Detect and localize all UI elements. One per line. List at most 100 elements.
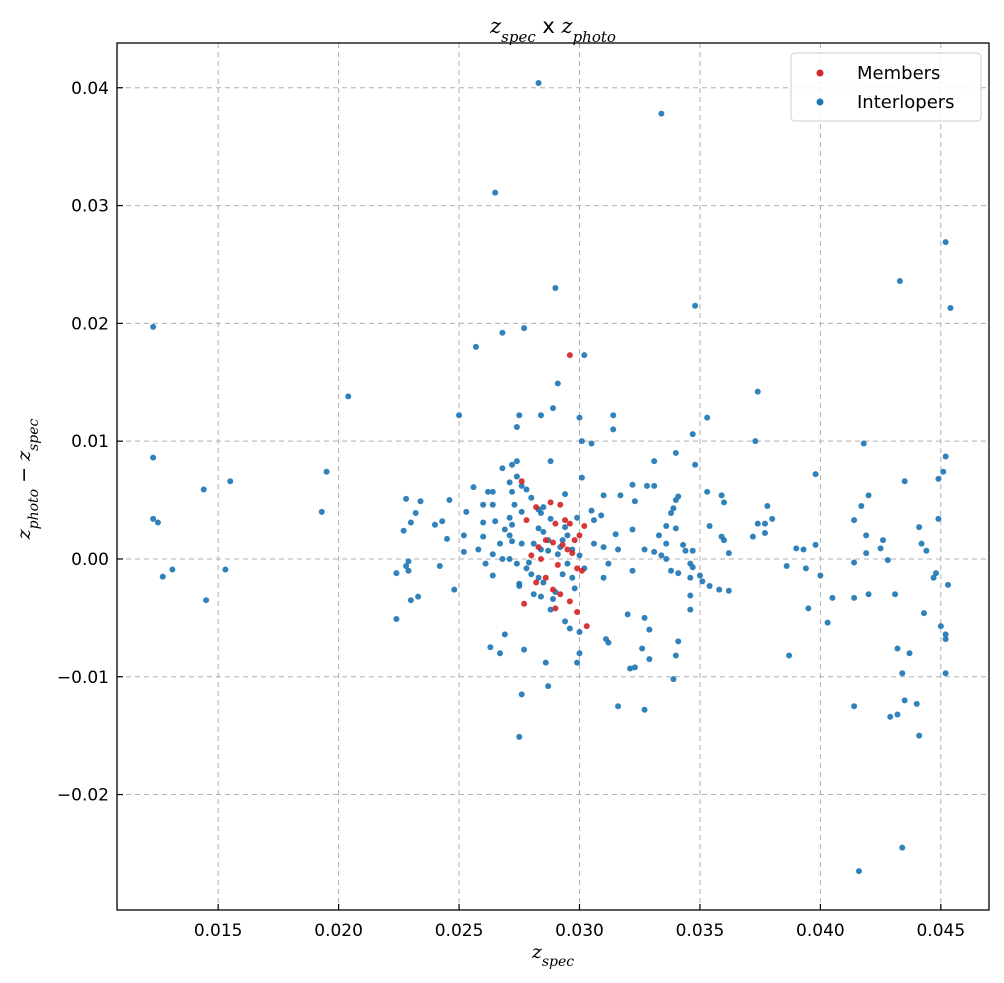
data-point <box>651 548 658 555</box>
data-point <box>877 545 884 552</box>
data-point <box>559 541 566 548</box>
data-point <box>663 540 670 547</box>
data-point <box>497 540 504 547</box>
data-point <box>689 547 696 554</box>
y-tick-label: −0.02 <box>57 786 109 806</box>
legend-label-interlopers: Interlopers <box>857 92 955 113</box>
data-point <box>501 631 508 638</box>
data-point <box>706 583 713 590</box>
data-point <box>407 597 414 604</box>
data-point <box>497 650 504 657</box>
data-point <box>576 552 583 559</box>
data-point <box>610 426 617 433</box>
data-point <box>518 691 525 698</box>
data-point <box>651 458 658 465</box>
data-point <box>444 535 451 542</box>
plot-frame <box>116 42 990 911</box>
data-point <box>920 610 927 617</box>
data-point <box>518 482 525 489</box>
data-point <box>863 550 870 557</box>
data-point <box>393 616 400 623</box>
data-point <box>562 524 569 531</box>
data-point <box>521 600 528 607</box>
data-point <box>588 507 595 514</box>
y-tick-label: 0.01 <box>71 432 109 452</box>
data-point <box>689 564 696 571</box>
data-point <box>855 868 862 875</box>
data-point <box>641 614 648 621</box>
data-point <box>675 570 682 577</box>
data-point <box>487 644 494 651</box>
data-point <box>480 519 487 526</box>
data-point <box>692 302 699 309</box>
data-point <box>564 532 571 539</box>
data-point <box>550 539 556 546</box>
data-point <box>769 515 776 522</box>
data-point <box>947 305 954 312</box>
data-point <box>600 492 607 499</box>
data-point <box>916 524 923 531</box>
data-point <box>403 495 410 502</box>
data-point <box>554 561 561 568</box>
data-point <box>528 494 535 501</box>
data-point <box>557 591 564 598</box>
data-point <box>405 567 412 574</box>
data-point <box>858 502 865 509</box>
data-point <box>540 579 547 586</box>
data-point <box>865 591 872 598</box>
axis-ticks: 0.015 0.020 0.025 0.030 0.035 0.040 0.045 −0.02… <box>57 79 965 941</box>
y-tick-label: 0.04 <box>71 79 109 99</box>
data-point <box>916 732 923 739</box>
data-point <box>417 498 424 505</box>
data-point <box>540 528 547 535</box>
data-point <box>631 664 638 671</box>
data-point <box>668 510 675 517</box>
data-point <box>942 453 949 460</box>
data-point <box>518 540 525 547</box>
data-point <box>754 388 761 395</box>
data-point <box>528 552 535 559</box>
data-point <box>718 492 725 499</box>
data-point <box>605 639 612 646</box>
data-point <box>901 697 908 704</box>
data-point <box>940 468 947 475</box>
data-point <box>935 475 942 482</box>
data-point <box>687 592 694 599</box>
data-point <box>482 560 489 567</box>
data-point <box>169 566 176 573</box>
data-point <box>470 484 477 491</box>
data-point <box>550 405 556 412</box>
data-point <box>439 518 446 525</box>
data-point <box>412 510 419 517</box>
data-point <box>829 594 836 601</box>
data-point <box>576 628 583 635</box>
data-point <box>651 482 658 489</box>
x-tick-label: 0.040 <box>796 921 845 941</box>
data-point <box>668 567 675 574</box>
data-point <box>581 352 588 359</box>
data-point <box>405 558 412 565</box>
data-point <box>537 593 544 600</box>
data-point <box>509 521 516 528</box>
data-point <box>574 608 581 615</box>
data-point <box>460 532 467 539</box>
data-point <box>547 515 554 522</box>
data-point <box>521 325 528 332</box>
data-point <box>227 478 234 485</box>
data-point <box>851 594 858 601</box>
data-point <box>894 711 901 718</box>
data-point <box>655 532 662 539</box>
data-point <box>812 471 819 478</box>
data-point <box>521 646 528 653</box>
y-axis-label: zphoto − zspec <box>13 418 42 540</box>
data-point <box>945 581 952 588</box>
data-point <box>761 530 768 537</box>
data-point <box>545 547 552 554</box>
data-point <box>682 547 689 554</box>
data-point <box>610 412 617 419</box>
data-point <box>552 285 559 292</box>
data-point <box>658 110 665 117</box>
data-point <box>537 412 544 419</box>
